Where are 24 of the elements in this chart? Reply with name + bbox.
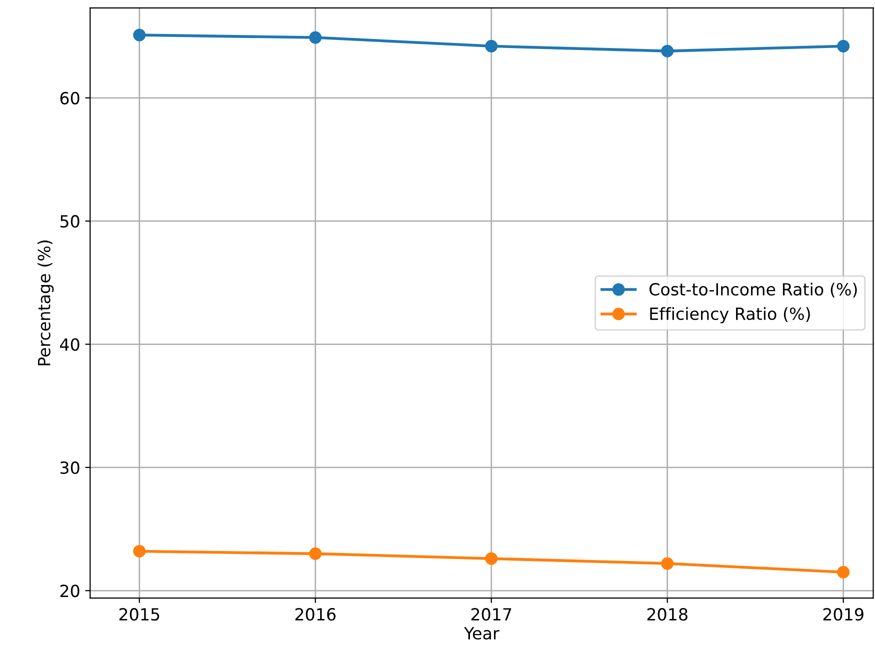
point — [133, 544, 146, 558]
legend-label: Cost-to-Income Ratio (%) — [650, 282, 857, 298]
x-tick-label: 2017 — [471, 608, 512, 621]
y-tick-label: 30 — [60, 461, 80, 474]
y-tick-label: 20 — [60, 584, 80, 598]
x-tick-label: 2019 — [823, 608, 864, 621]
y-tick-label: 50 — [60, 215, 80, 228]
point — [309, 31, 322, 44]
y-tick-label: 60 — [60, 92, 80, 104]
point — [485, 552, 498, 565]
y-axis-title: Percentage (%) — [38, 240, 54, 366]
point — [309, 547, 322, 560]
y-tick-label: 40 — [60, 338, 80, 351]
point — [837, 566, 850, 578]
point — [485, 40, 498, 52]
point — [661, 557, 674, 570]
x-tick-label: 2015 — [119, 608, 160, 621]
point — [837, 40, 850, 52]
x-tick-label: 2018 — [647, 608, 688, 621]
legend-label: Efficiency Ratio (%) — [650, 307, 810, 324]
point — [133, 28, 146, 42]
x-axis-title: Year — [464, 627, 500, 640]
x-tick-label: 2016 — [295, 608, 336, 621]
point — [661, 44, 674, 58]
